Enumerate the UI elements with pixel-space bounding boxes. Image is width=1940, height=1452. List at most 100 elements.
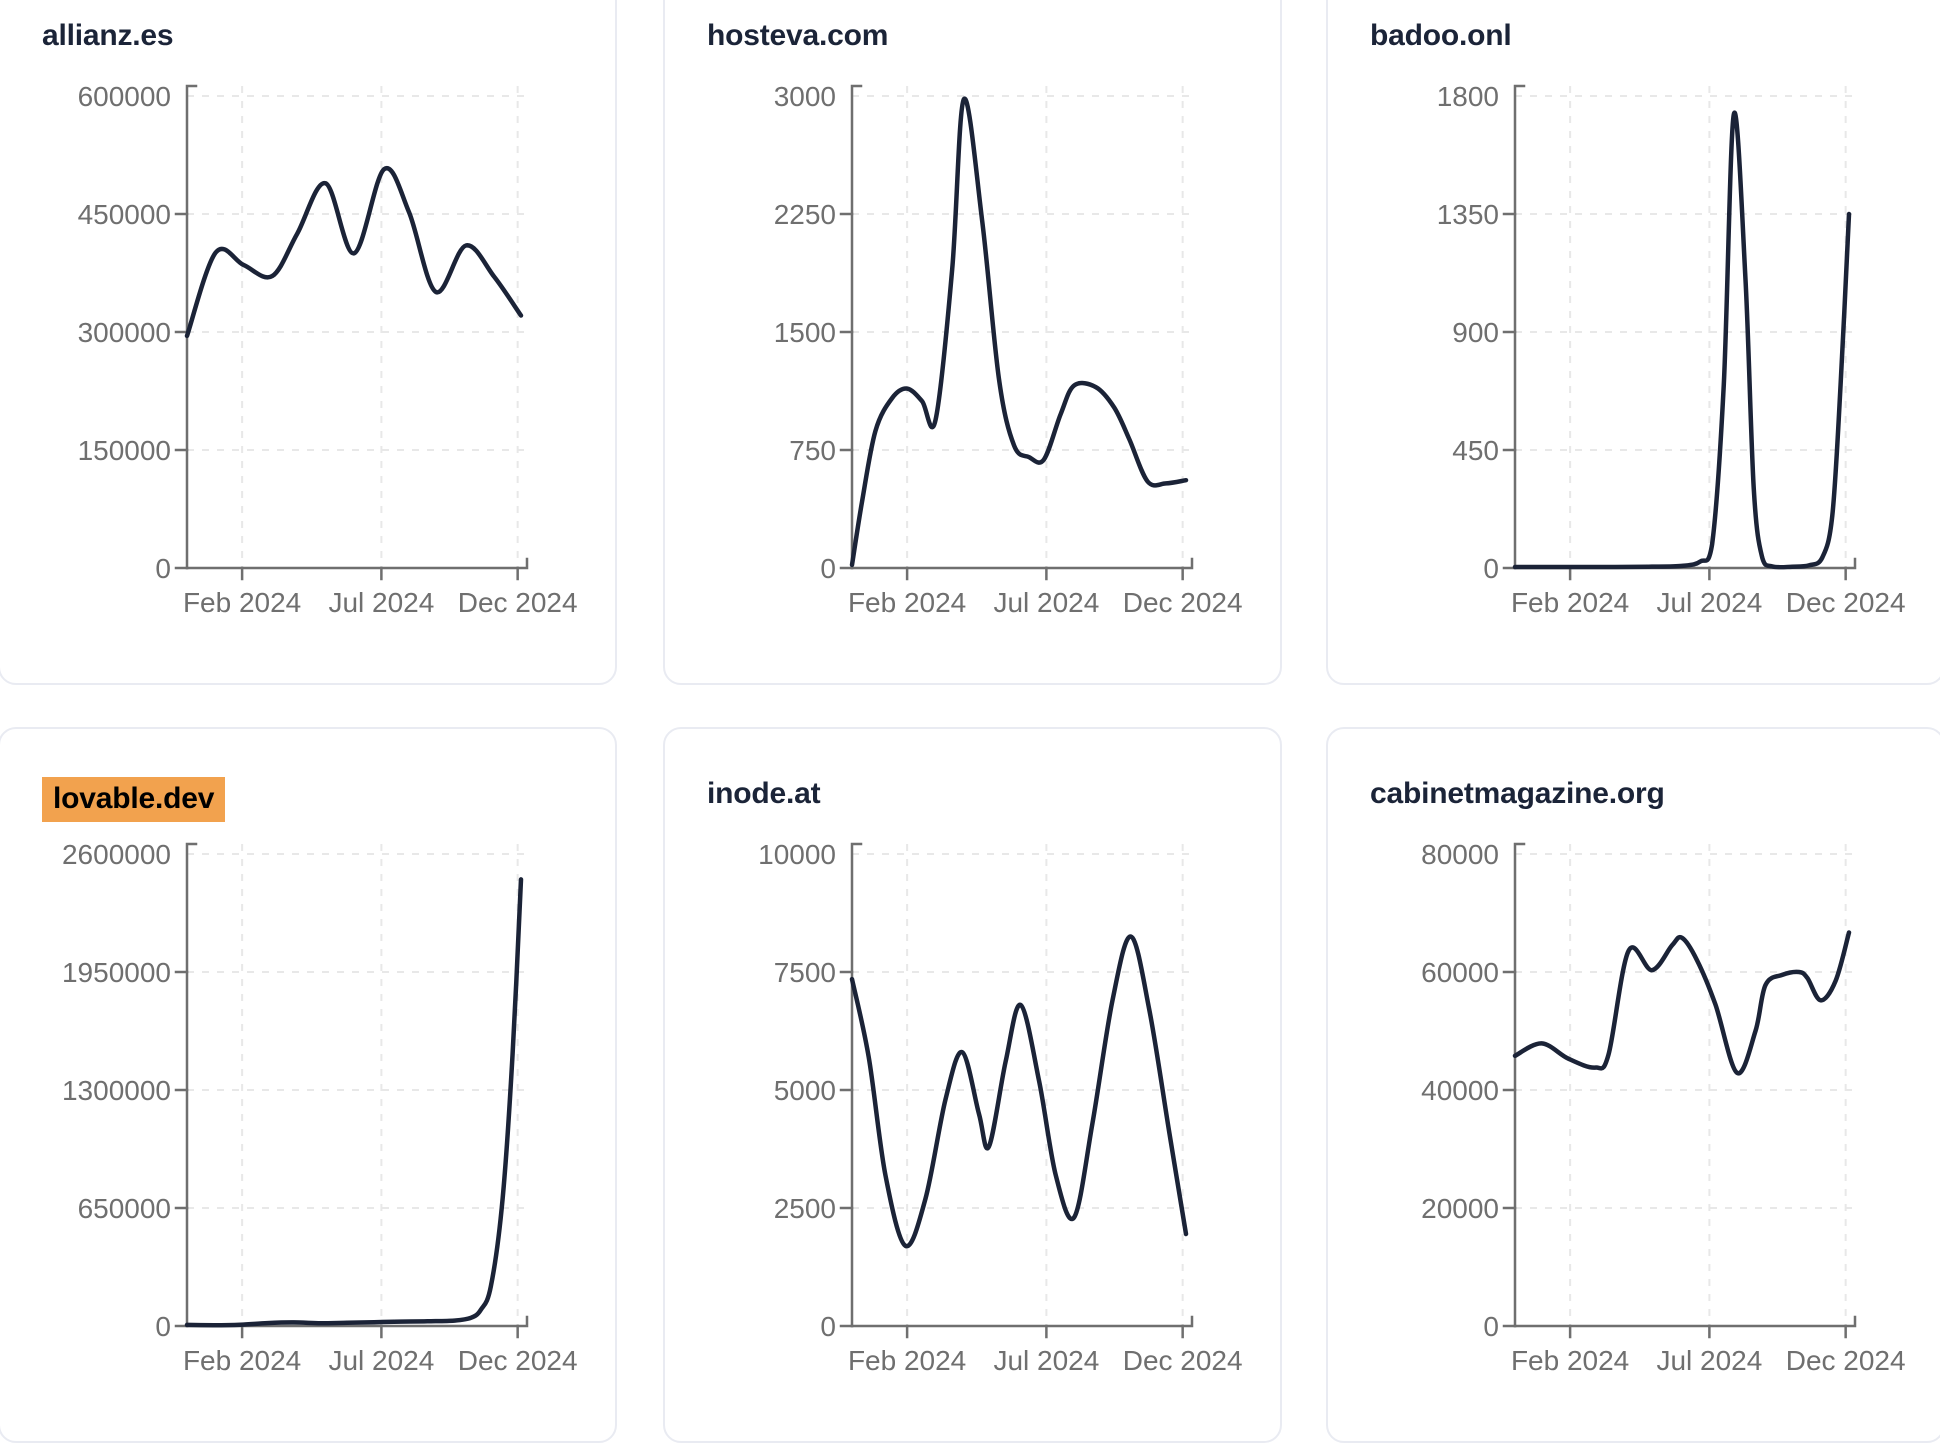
line-chart: 0 450 900 1350 1800 Feb 2024 Jul 2024 Dec 2024 xyxy=(1437,81,1906,618)
line-chart: 0 750 1500 2250 3000 Feb 2024 Jul 2024 Dec 2024 xyxy=(774,81,1243,618)
axes xyxy=(174,84,529,581)
svg-text:1950000: 1950000 xyxy=(62,957,171,988)
svg-text:2500: 2500 xyxy=(774,1193,836,1224)
svg-text:Dec 2024: Dec 2024 xyxy=(458,1345,578,1376)
svg-text:450: 450 xyxy=(1452,435,1499,466)
x-axis-labels: Feb 2024 Jul 2024 Dec 2024 xyxy=(848,1345,1243,1376)
x-axis-labels: Feb 2024 Jul 2024 Dec 2024 xyxy=(1511,1345,1906,1376)
chart-card-inode.at[interactable]: inode.at 0 2500 5000 7500 10000 Feb 2024 Jul 2… xyxy=(663,727,1282,1443)
svg-text:Feb 2024: Feb 2024 xyxy=(1511,587,1629,618)
svg-text:450000: 450000 xyxy=(78,199,171,230)
svg-text:1500: 1500 xyxy=(774,317,836,348)
svg-text:Feb 2024: Feb 2024 xyxy=(848,587,966,618)
axes xyxy=(174,842,529,1339)
svg-text:1350: 1350 xyxy=(1437,199,1499,230)
chart-card-lovable.dev[interactable]: lovable.dev 0 650000 1300000 1950000 2600000… xyxy=(0,727,617,1443)
gridlines xyxy=(852,844,1192,1326)
svg-text:2600000: 2600000 xyxy=(62,839,171,870)
svg-text:Jul 2024: Jul 2024 xyxy=(328,587,434,618)
svg-text:Jul 2024: Jul 2024 xyxy=(1656,587,1762,618)
line-chart: 0 2500 5000 7500 10000 Feb 2024 Jul 2024 Dec 20… xyxy=(758,839,1243,1376)
svg-text:60000: 60000 xyxy=(1421,957,1499,988)
svg-text:Dec 2024: Dec 2024 xyxy=(458,587,578,618)
data-line-inode.at xyxy=(849,934,1189,1249)
svg-text:750: 750 xyxy=(789,435,836,466)
svg-text:Feb 2024: Feb 2024 xyxy=(848,1345,966,1376)
chart-title-text: allianz.es xyxy=(42,19,174,52)
svg-text:Jul 2024: Jul 2024 xyxy=(328,1345,434,1376)
svg-text:0: 0 xyxy=(1483,553,1499,584)
chart-title-text: cabinetmagazine.org xyxy=(1370,777,1665,810)
line-chart: 0 20000 40000 60000 80000 Feb 2024 Jul 2024 Dec… xyxy=(1421,839,1906,1376)
chart-title-text: lovable.dev xyxy=(42,777,226,822)
chart-title[interactable]: lovable.dev xyxy=(42,777,226,822)
chart-title-text: hosteva.com xyxy=(707,19,889,52)
svg-text:3000: 3000 xyxy=(774,81,836,112)
chart-title-text: inode.at xyxy=(707,777,821,810)
x-axis-labels: Feb 2024 Jul 2024 Dec 2024 xyxy=(183,1345,578,1376)
svg-text:Dec 2024: Dec 2024 xyxy=(1786,1345,1906,1376)
axes xyxy=(839,84,1194,581)
svg-text:900: 900 xyxy=(1452,317,1499,348)
gridlines xyxy=(1515,86,1855,568)
svg-text:2250: 2250 xyxy=(774,199,836,230)
chart-title[interactable]: cabinetmagazine.org xyxy=(1370,777,1665,811)
y-axis-labels: 0 650000 1300000 1950000 2600000 xyxy=(62,839,171,1342)
line-chart: 0 150000 300000 450000 600000 Feb 2024 Jul 202… xyxy=(78,81,578,618)
chart-title[interactable]: badoo.onl xyxy=(1370,19,1512,53)
gridlines xyxy=(1515,844,1855,1326)
svg-text:Feb 2024: Feb 2024 xyxy=(183,587,301,618)
gridlines xyxy=(852,86,1192,568)
y-axis-labels: 0 450 900 1350 1800 xyxy=(1437,81,1499,584)
y-axis-labels: 0 20000 40000 60000 80000 xyxy=(1421,839,1499,1342)
svg-text:Feb 2024: Feb 2024 xyxy=(1511,1345,1629,1376)
svg-text:600000: 600000 xyxy=(78,81,171,112)
svg-text:0: 0 xyxy=(820,553,836,584)
data-line-badoo.onl xyxy=(1512,110,1852,570)
svg-text:0: 0 xyxy=(155,553,171,584)
chart-card-allianz.es[interactable]: allianz.es 0 150000 300000 450000 600000 Feb … xyxy=(0,0,617,685)
chart-title[interactable]: allianz.es xyxy=(42,19,174,53)
svg-text:150000: 150000 xyxy=(78,435,171,466)
svg-text:Jul 2024: Jul 2024 xyxy=(1656,1345,1762,1376)
axes xyxy=(839,842,1194,1339)
y-axis-labels: 0 150000 300000 450000 600000 xyxy=(78,81,171,584)
y-axis-labels: 0 750 1500 2250 3000 xyxy=(774,81,836,584)
gridlines xyxy=(187,844,527,1326)
svg-text:5000: 5000 xyxy=(774,1075,836,1106)
x-axis-labels: Feb 2024 Jul 2024 Dec 2024 xyxy=(1511,587,1906,618)
svg-text:Dec 2024: Dec 2024 xyxy=(1123,587,1243,618)
svg-text:0: 0 xyxy=(155,1311,171,1342)
chart-card-hosteva.com[interactable]: hosteva.com 0 750 1500 2250 3000 Feb 2024 Jul … xyxy=(663,0,1282,685)
chart-card-cabinetmagazine.org[interactable]: cabinetmagazine.org 0 20000 40000 60000 8000… xyxy=(1326,727,1940,1443)
chart-title[interactable]: inode.at xyxy=(707,777,821,811)
svg-text:650000: 650000 xyxy=(78,1193,171,1224)
svg-text:300000: 300000 xyxy=(78,317,171,348)
svg-text:0: 0 xyxy=(1483,1311,1499,1342)
svg-text:1800: 1800 xyxy=(1437,81,1499,112)
chart-card-badoo.onl[interactable]: badoo.onl 0 450 900 1350 1800 Feb 2024 Jul 202… xyxy=(1326,0,1940,685)
data-line-hosteva.com xyxy=(849,96,1189,568)
svg-text:Dec 2024: Dec 2024 xyxy=(1123,1345,1243,1376)
chart-title[interactable]: hosteva.com xyxy=(707,19,888,53)
svg-text:20000: 20000 xyxy=(1421,1193,1499,1224)
gridlines xyxy=(187,86,527,568)
chart-title-text: badoo.onl xyxy=(1370,19,1512,52)
x-axis-labels: Feb 2024 Jul 2024 Dec 2024 xyxy=(183,587,578,618)
svg-text:40000: 40000 xyxy=(1421,1075,1499,1106)
svg-text:10000: 10000 xyxy=(758,839,836,870)
svg-text:80000: 80000 xyxy=(1421,839,1499,870)
data-line-lovable.dev xyxy=(184,877,524,1328)
svg-text:1300000: 1300000 xyxy=(62,1075,171,1106)
svg-text:Jul 2024: Jul 2024 xyxy=(993,1345,1099,1376)
y-axis-labels: 0 2500 5000 7500 10000 xyxy=(758,839,836,1342)
data-line-cabinetmagazine.org xyxy=(1512,930,1852,1076)
svg-text:Feb 2024: Feb 2024 xyxy=(183,1345,301,1376)
svg-text:0: 0 xyxy=(820,1311,836,1342)
svg-text:Dec 2024: Dec 2024 xyxy=(1786,587,1906,618)
svg-text:7500: 7500 xyxy=(774,957,836,988)
line-chart: 0 650000 1300000 1950000 2600000 Feb 2024 Jul … xyxy=(62,839,578,1376)
svg-text:Jul 2024: Jul 2024 xyxy=(993,587,1099,618)
axes xyxy=(1502,842,1857,1339)
